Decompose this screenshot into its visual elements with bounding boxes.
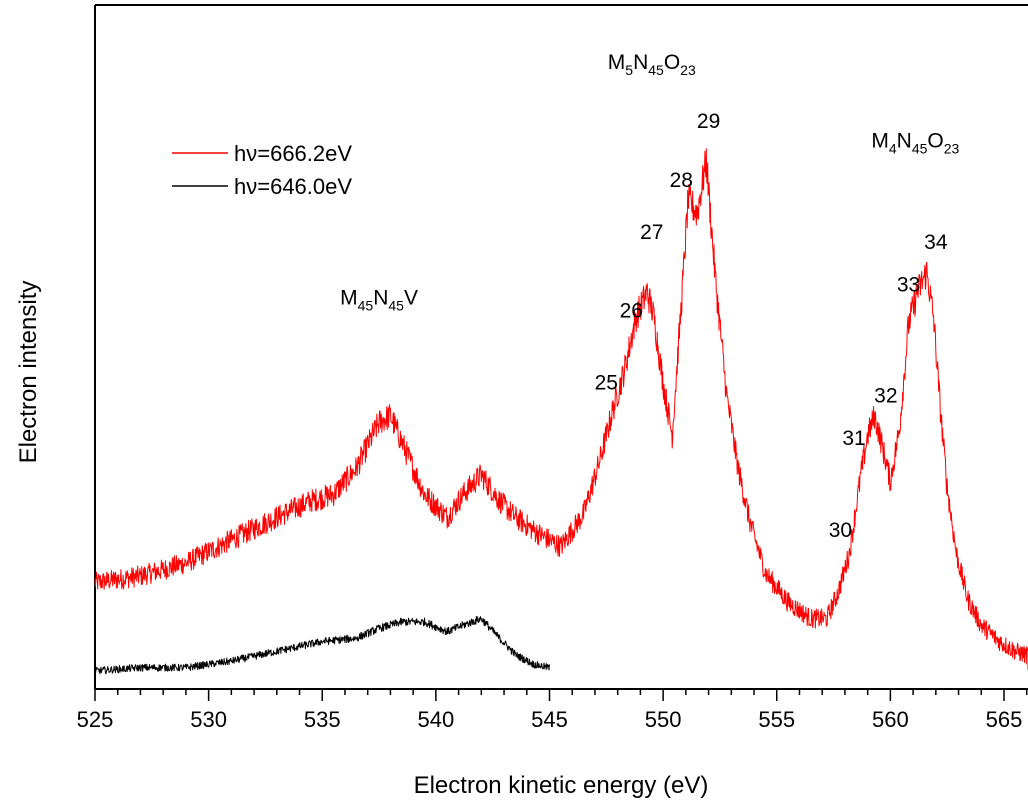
- peak-label: 29: [697, 110, 720, 133]
- label-symbol: N: [373, 287, 388, 310]
- x-tick-label: 525: [77, 707, 114, 732]
- label-symbol: V: [404, 287, 418, 310]
- label-symbol: M: [340, 287, 358, 310]
- peak-label: 33: [897, 274, 920, 297]
- x-ticks: [94, 689, 1028, 701]
- peak-label: 31: [842, 427, 865, 450]
- peak-label: 28: [670, 169, 693, 192]
- x-tick-label: 545: [531, 707, 568, 732]
- label-symbol: N: [633, 51, 648, 74]
- y-axis-title: Electron intensity: [15, 281, 42, 464]
- x-tick-label: 565: [986, 707, 1023, 732]
- label-subscript: 45: [358, 298, 374, 314]
- x-axis-title: Electron kinetic energy (eV): [414, 772, 709, 799]
- label-symbol: N: [897, 130, 912, 153]
- peak-label: 32: [874, 385, 897, 408]
- x-tick-label: 555: [758, 707, 795, 732]
- label-subscript: 45: [912, 141, 928, 157]
- transition-group-label: M45N45V: [340, 287, 418, 314]
- peak-label: 30: [829, 519, 852, 542]
- label-subscript: 23: [680, 62, 696, 78]
- peak-label: 34: [924, 231, 948, 254]
- series-line-0: [94, 148, 1028, 670]
- legend-label-666: hν=666.2eV: [234, 141, 352, 166]
- label-subscript: 4: [889, 141, 897, 157]
- label-symbol: M: [871, 130, 889, 153]
- x-tick-label: 530: [190, 707, 227, 732]
- series-layer: [94, 148, 1028, 675]
- plot-frame: [94, 4, 1028, 690]
- legend: hν=666.2eV hν=646.0eV: [172, 141, 352, 199]
- legend-label-646: hν=646.0eV: [234, 174, 352, 199]
- transition-group-label: M4N45O23: [871, 130, 959, 157]
- label-subscript: 45: [388, 298, 404, 314]
- peak-label: 25: [595, 372, 618, 395]
- label-symbol: O: [664, 51, 680, 74]
- transition-group-label: M5N45O23: [608, 51, 696, 78]
- peak-label: 26: [620, 300, 643, 323]
- label-subscript: 45: [648, 62, 664, 78]
- x-tick-label: 540: [418, 707, 455, 732]
- label-subscript: 5: [625, 62, 633, 78]
- label-symbol: O: [927, 130, 943, 153]
- label-symbol: M: [608, 51, 626, 74]
- x-tick-label: 535: [304, 707, 341, 732]
- x-tick-label: 560: [872, 707, 909, 732]
- label-subscript: 23: [944, 141, 960, 157]
- x-tick-label: 550: [645, 707, 682, 732]
- series-line-1: [94, 616, 550, 675]
- x-tick-labels: 525 530 535 540 545 550 555 560 565: [77, 707, 1023, 732]
- peak-label: 27: [640, 221, 663, 244]
